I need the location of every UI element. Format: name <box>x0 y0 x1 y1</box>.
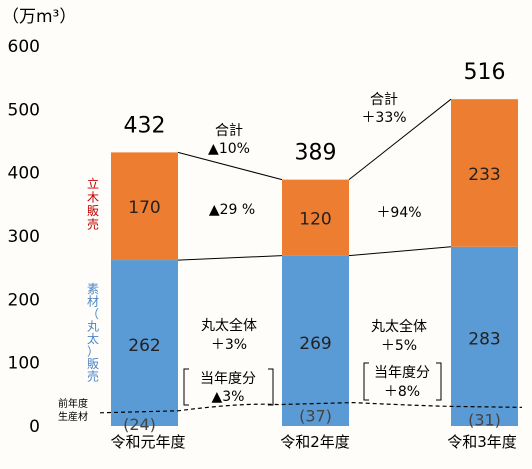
log-sales-side-label-char: 販 <box>87 357 99 371</box>
total-connector-line <box>177 151 283 181</box>
current-year-change-value: ▲3% <box>212 389 245 405</box>
y-tick-label: 200 <box>8 290 40 310</box>
total-change-value: ▲10% <box>208 141 250 157</box>
log-boundary-connector-line <box>348 246 452 257</box>
log-sales-value-label: 262 <box>128 336 160 356</box>
standing-change-value: ▲29 % <box>209 202 255 218</box>
log-sales-side-label-char: 素 <box>87 282 99 296</box>
y-tick-label: 300 <box>8 227 40 247</box>
connector-lines <box>99 98 523 414</box>
standing-timber-value-label: 233 <box>468 165 500 185</box>
y-tick-label: 100 <box>8 354 40 374</box>
log-change-title: 丸太全体 <box>371 318 427 335</box>
current-year-portion-label: (24) <box>123 415 156 434</box>
log-boundary-connector-line <box>177 255 283 261</box>
prev-year-label: 前年度 <box>58 397 88 410</box>
x-category-label: 令和元年度 <box>110 433 185 451</box>
current-year-portion-line <box>99 401 523 414</box>
bar-segment-standing-timber <box>451 99 518 247</box>
current-year-bracket <box>363 362 442 401</box>
log-change-title: 丸太全体 <box>201 317 257 334</box>
total-value-label: 432 <box>124 113 166 138</box>
log-change-value: ＋3% <box>211 337 247 353</box>
y-tick-label: 400 <box>8 164 40 184</box>
current-year-change-value: ＋8% <box>384 384 420 400</box>
log-sales-side-label-char: ） <box>87 345 99 359</box>
log-sales-side-label-char: 太 <box>87 331 99 346</box>
log-sales-side-label: 素材（丸太）販売 <box>87 282 99 384</box>
x-category-label: 令和2年度 <box>280 433 350 451</box>
y-axis: （万m³） 0 100 200 300 400 500 600 令和元年度 令和2年度 令和3年度 <box>2 7 517 451</box>
bar-segment-standing-timber <box>111 152 178 261</box>
x-category-label: 令和3年度 <box>447 433 517 451</box>
total-change-title: 合計 <box>215 123 243 139</box>
total-change-title: 合計 <box>370 92 398 108</box>
log-sales-side-label-char: （ <box>87 307 99 321</box>
standing-timber-side-label-char: 木 <box>87 191 99 205</box>
bar-segment-log-sales <box>451 246 518 426</box>
log-change-value: ＋5% <box>381 338 417 354</box>
y-tick-label: 500 <box>8 100 40 120</box>
value-labels: 262 170 432 269 120 389 283 233 516 (24) (37) (31) <box>123 60 505 434</box>
current-year-bracket <box>183 368 274 406</box>
current-year-change-title: 当年度分 <box>200 371 256 387</box>
y-tick-label: 0 <box>29 417 40 437</box>
total-connector-line <box>348 98 452 181</box>
standing-timber-value-label: 170 <box>128 198 160 218</box>
standing-timber-side-label-char: 販 <box>87 204 99 218</box>
current-year-change-title: 当年度分 <box>374 365 430 381</box>
log-sales-value-label: 269 <box>299 334 331 354</box>
current-year-portion-label: (37) <box>299 407 332 426</box>
production-label: 生産材 <box>58 410 88 423</box>
standing-timber-value-label: 120 <box>299 210 331 230</box>
standing-timber-side-label-char: 立 <box>87 176 99 191</box>
total-change-value: ＋33% <box>361 110 406 126</box>
total-value-label: 389 <box>295 141 337 166</box>
log-sales-side-label-char: 丸 <box>87 320 99 334</box>
bars <box>111 99 518 426</box>
y-tick-label: 600 <box>8 37 40 57</box>
log-sales-value-label: 283 <box>468 329 500 349</box>
bar-segment-standing-timber <box>282 179 349 256</box>
log-sales-side-label-char: 材 <box>87 295 99 309</box>
bar-segment-log-sales <box>282 255 349 426</box>
unit-label: （万m³） <box>2 7 76 27</box>
current-year-portion-label: (31) <box>468 410 501 429</box>
total-value-label: 516 <box>464 60 506 85</box>
bar-segment-log-sales <box>111 260 178 426</box>
log-sales-side-label-char: 売 <box>87 369 99 384</box>
standing-change-value: ＋94% <box>376 205 421 221</box>
standing-timber-side-label-char: 売 <box>87 217 99 232</box>
